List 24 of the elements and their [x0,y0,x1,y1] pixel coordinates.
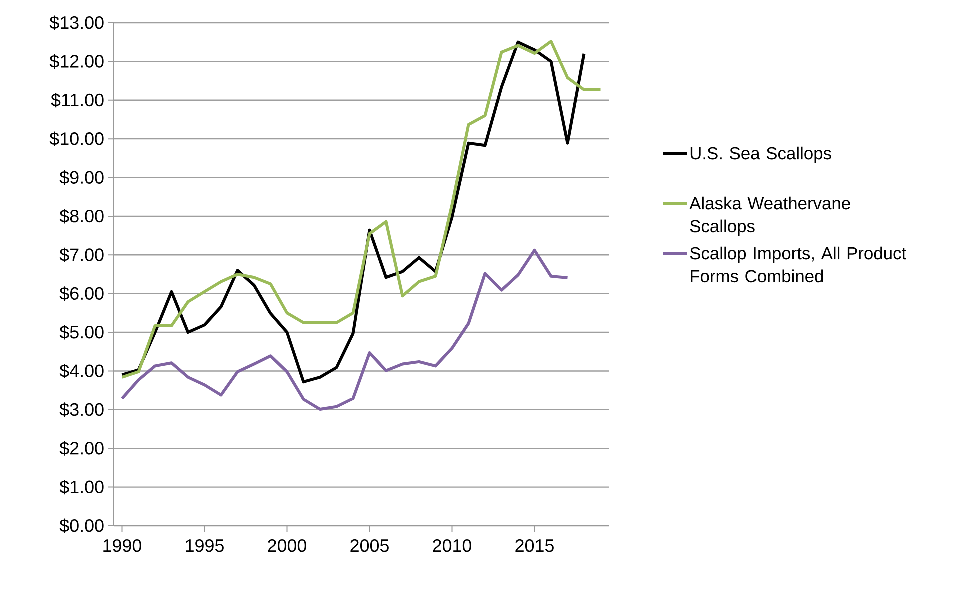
x-tick-label: 2000 [268,539,306,552]
y-tick-label: $6.00 [60,286,104,302]
y-tick-label: $11.00 [51,93,104,108]
x-tick-label: 1995 [186,539,224,552]
y-tick-label: $5.00 [60,325,104,340]
x-tick-label: 1990 [104,539,142,552]
y-tick-label: $8.00 [60,209,104,224]
x-tick-label: 2005 [350,539,389,552]
legend-label: Alaska Weathervane Scallops [690,196,850,236]
y-tick-label: $9.00 [60,170,104,186]
y-tick-label: $0.00 [60,518,104,534]
legend-label: U.S. Sea Scallops [690,146,832,164]
legend-label: Scallop Imports, All Product Forms Combined [690,246,906,283]
y-tick-label: $7.00 [60,248,104,262]
y-tick-label: $3.00 [60,402,104,418]
y-tick-label: $2.00 [60,441,104,456]
y-tick-label: $13.00 [50,16,104,30]
x-tick-label: 2010 [433,539,472,552]
y-tick-label: $4.00 [60,364,104,378]
line-series [120,249,570,412]
y-tick-label: $12.00 [50,54,104,69]
y-tick-label: $10.00 [50,132,104,146]
x-tick-label: 2015 [516,539,554,552]
y-tick-label: $1.00 [60,480,104,495]
